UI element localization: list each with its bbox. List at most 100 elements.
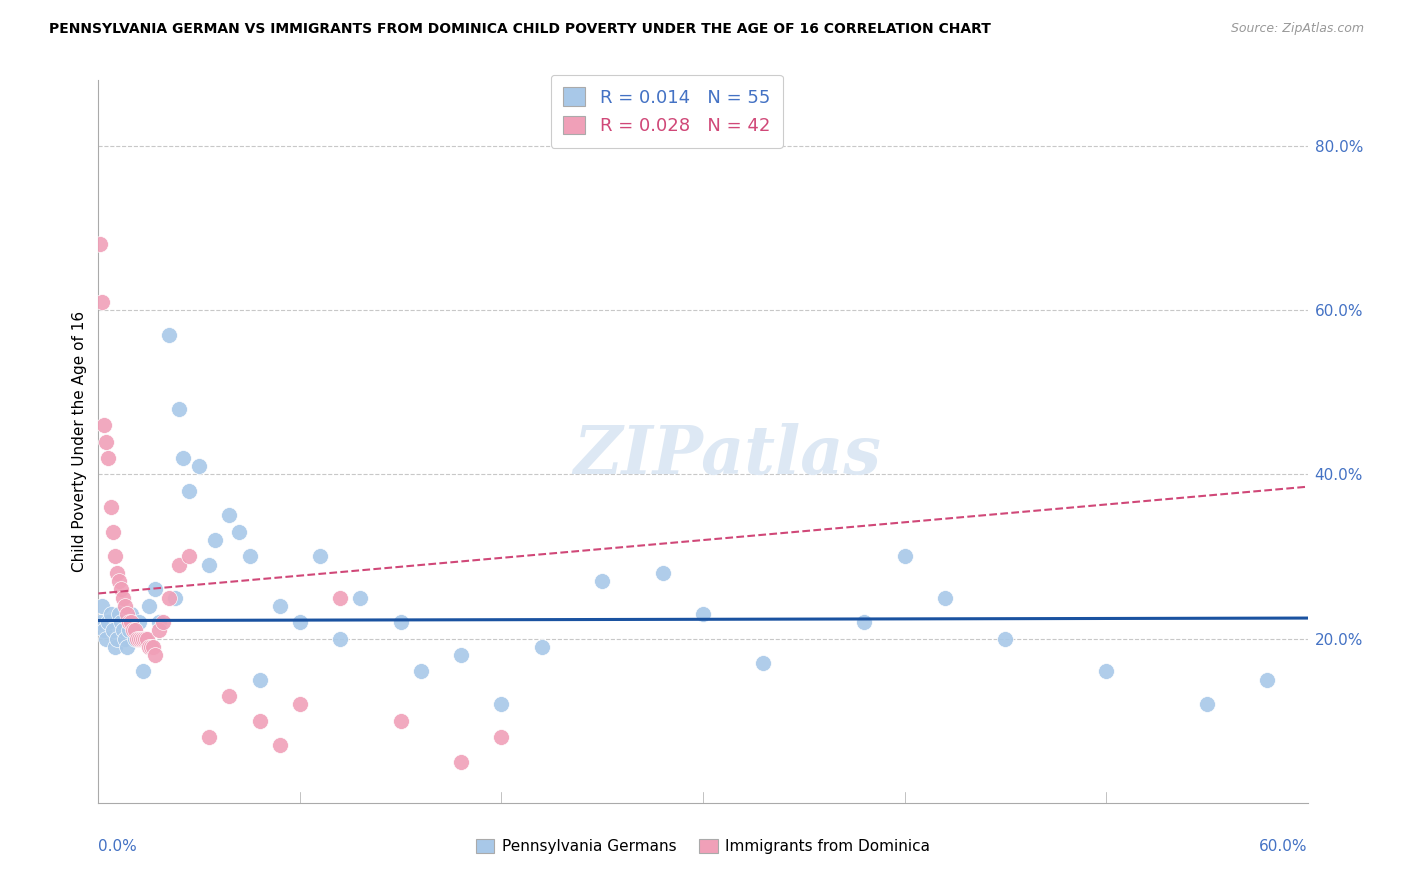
Point	[132, 632, 155, 646]
Point	[218, 689, 240, 703]
Point	[134, 632, 156, 646]
Point	[107, 607, 129, 621]
Point	[329, 591, 352, 605]
Point	[239, 549, 262, 564]
Point	[167, 558, 190, 572]
Point	[89, 237, 111, 252]
Point	[93, 624, 115, 638]
Point	[89, 615, 111, 630]
Point	[228, 524, 250, 539]
Point	[138, 599, 160, 613]
Point	[249, 673, 271, 687]
Point	[204, 533, 226, 547]
Point	[179, 549, 201, 564]
Point	[114, 632, 136, 646]
Point	[103, 640, 125, 654]
Point	[93, 418, 115, 433]
Point	[103, 549, 125, 564]
Point	[135, 632, 157, 646]
Legend: Pennsylvania Germans, Immigrants from Dominica: Pennsylvania Germans, Immigrants from Do…	[470, 833, 936, 860]
Point	[152, 615, 174, 630]
Point	[288, 615, 311, 630]
Point	[692, 607, 714, 621]
Point	[530, 640, 553, 654]
Point	[218, 508, 240, 523]
Point	[100, 500, 122, 515]
Point	[107, 574, 129, 588]
Point	[163, 591, 186, 605]
Point	[450, 648, 472, 662]
Text: ZIPatlas: ZIPatlas	[574, 424, 882, 489]
Point	[100, 607, 122, 621]
Point	[148, 624, 170, 638]
Point	[105, 632, 128, 646]
Point	[111, 624, 134, 638]
Point	[934, 591, 956, 605]
Point	[752, 657, 775, 671]
Point	[1256, 673, 1278, 687]
Point	[91, 599, 114, 613]
Point	[591, 574, 613, 588]
Point	[101, 624, 124, 638]
Point	[349, 591, 371, 605]
Point	[139, 640, 162, 654]
Point	[97, 450, 120, 465]
Point	[118, 615, 141, 630]
Point	[142, 640, 165, 654]
Point	[143, 582, 166, 597]
Text: PENNSYLVANIA GERMAN VS IMMIGRANTS FROM DOMINICA CHILD POVERTY UNDER THE AGE OF 1: PENNSYLVANIA GERMAN VS IMMIGRANTS FROM D…	[49, 22, 991, 37]
Point	[121, 624, 143, 638]
Point	[450, 755, 472, 769]
Point	[129, 632, 152, 646]
Point	[97, 615, 120, 630]
Point	[167, 401, 190, 416]
Point	[329, 632, 352, 646]
Text: 60.0%: 60.0%	[1260, 838, 1308, 854]
Point	[111, 591, 134, 605]
Point	[148, 615, 170, 630]
Point	[120, 607, 142, 621]
Point	[138, 640, 160, 654]
Point	[91, 295, 114, 310]
Point	[198, 730, 221, 744]
Y-axis label: Child Poverty Under the Age of 16: Child Poverty Under the Age of 16	[72, 311, 87, 572]
Point	[110, 615, 132, 630]
Point	[994, 632, 1017, 646]
Point	[188, 459, 211, 474]
Point	[491, 730, 513, 744]
Point	[96, 632, 118, 646]
Point	[115, 607, 138, 621]
Point	[1195, 698, 1218, 712]
Point	[110, 582, 132, 597]
Point	[124, 624, 146, 638]
Point	[269, 739, 291, 753]
Point	[157, 591, 180, 605]
Point	[172, 450, 194, 465]
Point	[128, 615, 150, 630]
Point	[198, 558, 221, 572]
Point	[115, 640, 138, 654]
Point	[114, 599, 136, 613]
Point	[853, 615, 876, 630]
Point	[309, 549, 332, 564]
Point	[105, 566, 128, 580]
Point	[125, 632, 148, 646]
Text: Source: ZipAtlas.com: Source: ZipAtlas.com	[1230, 22, 1364, 36]
Point	[389, 714, 412, 728]
Point	[132, 665, 155, 679]
Point	[409, 665, 432, 679]
Point	[651, 566, 673, 580]
Point	[120, 615, 142, 630]
Point	[101, 524, 124, 539]
Point	[269, 599, 291, 613]
Point	[157, 327, 180, 342]
Point	[118, 624, 141, 638]
Text: 0.0%: 0.0%	[98, 838, 138, 854]
Point	[893, 549, 915, 564]
Point	[389, 615, 412, 630]
Point	[143, 648, 166, 662]
Point	[249, 714, 271, 728]
Point	[124, 632, 146, 646]
Point	[288, 698, 311, 712]
Point	[179, 483, 201, 498]
